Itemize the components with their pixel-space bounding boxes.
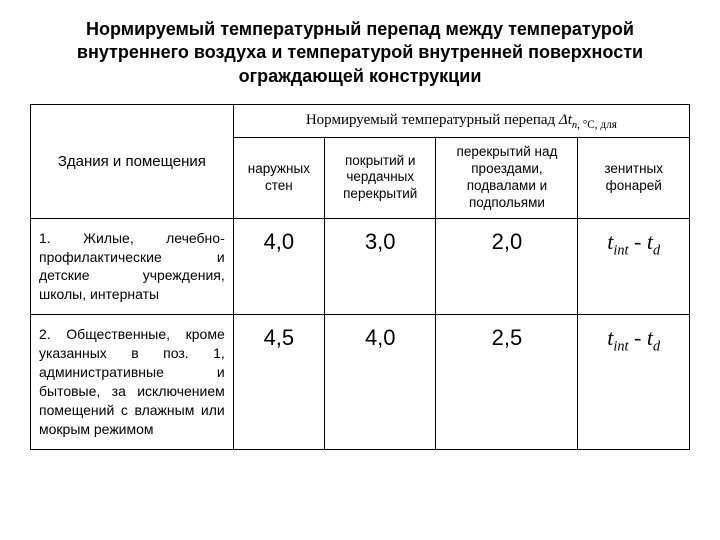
header-span: Нормируемый температурный перепад Δtn, °… — [233, 105, 689, 138]
span-prefix: Нормируемый температурный перепад — [306, 112, 559, 128]
col-header-2: покрытий и чердачных перекрытий — [324, 138, 436, 219]
table-row: 1. Жилые, лечебно-профилактические и дет… — [31, 218, 690, 315]
span-symbol: Δt — [559, 112, 572, 128]
table-row: 2. Общественные, кроме указанных в поз. … — [31, 315, 690, 449]
row-desc: 1. Жилые, лечебно-профилактические и дет… — [31, 218, 234, 315]
header-rooms: Здания и помещения — [31, 105, 234, 219]
row-val-1: 4,5 — [233, 315, 324, 449]
col-header-3: перекрытий над проездами, подвалами и по… — [436, 138, 578, 219]
formula-s2: d — [653, 242, 660, 258]
span-unit: , °С, для — [577, 119, 617, 131]
formula-sep: - — [629, 229, 647, 254]
col-header-4: зенитных фонарей — [578, 138, 690, 219]
row-formula: tint - td — [578, 218, 690, 315]
row-val-3: 2,5 — [436, 315, 578, 449]
formula-sep: - — [629, 325, 647, 350]
row-desc: 2. Общественные, кроме указанных в поз. … — [31, 315, 234, 449]
formula-s2: d — [653, 339, 660, 355]
page-title: Нормируемый температурный перепад между … — [30, 18, 690, 88]
formula-s1: int — [613, 242, 628, 258]
formula-s1: int — [613, 339, 628, 355]
row-val-3: 2,0 — [436, 218, 578, 315]
row-val-2: 4,0 — [324, 315, 436, 449]
row-formula: tint - td — [578, 315, 690, 449]
data-table: Здания и помещения Нормируемый температу… — [30, 104, 690, 449]
col-header-1: наружных стен — [233, 138, 324, 219]
row-val-1: 4,0 — [233, 218, 324, 315]
row-val-2: 3,0 — [324, 218, 436, 315]
